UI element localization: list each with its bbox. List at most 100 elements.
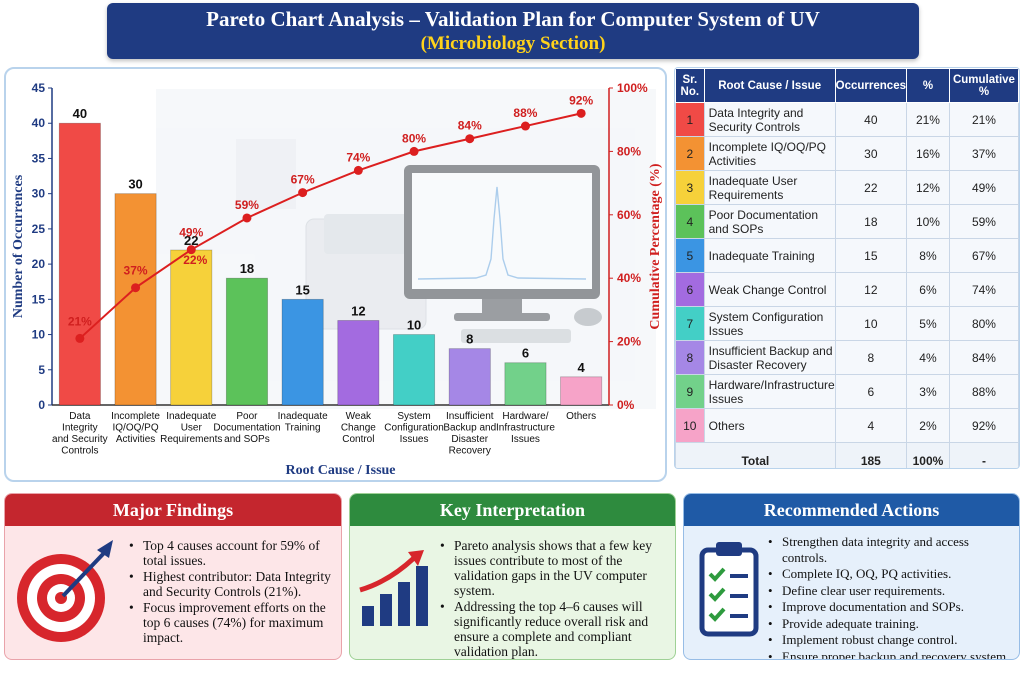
occurrences-cell: 8 — [834, 340, 908, 375]
list-item: Complete IQ, OQ, PQ activities. — [768, 566, 1016, 582]
cumulative-point — [186, 245, 196, 255]
bar-value-label: 12 — [351, 303, 365, 318]
y-tick-label: 5 — [38, 363, 45, 377]
bar-8 — [448, 348, 491, 406]
bar-value-label: 15 — [295, 282, 309, 297]
checklist-clipboard-icon — [699, 542, 759, 637]
table-total-row: Total 185 100% - — [675, 442, 1019, 468]
sr-no-cell: 6 — [675, 272, 705, 307]
occurrences-cell: 4 — [834, 408, 908, 443]
data-table-panel: Sr. No. Root Cause / Issue Occurrences % … — [674, 67, 1020, 469]
x-tick-label: Inadequate Training — [278, 411, 328, 434]
sr-no-cell: 10 — [675, 408, 705, 443]
cumulative-label: 80% — [402, 131, 426, 145]
extra-percent-label: 22% — [183, 253, 207, 267]
x-axis-title: Root Cause / Issue — [285, 463, 395, 478]
root-cause-cell: Inadequate User Requirements — [703, 170, 836, 205]
x-tick-label: Others — [566, 411, 596, 422]
bar-value-label: 8 — [466, 332, 473, 347]
bar-value-label: 30 — [128, 177, 142, 192]
y-axis-title: Number of Occurrences — [11, 174, 26, 318]
bar-7 — [393, 334, 436, 406]
table-row: 8 Insufficient Backup and Disaster Recove… — [675, 340, 1019, 375]
sr-no-cell: 3 — [675, 170, 705, 205]
y-tick-label: 45 — [32, 81, 46, 95]
bar-value-label: 18 — [240, 261, 254, 276]
bar-1 — [58, 122, 101, 406]
sr-no-cell: 1 — [675, 102, 705, 137]
percent-cell: 3% — [906, 374, 950, 409]
y2-tick-label: 80% — [617, 144, 641, 158]
total-cumulative: - — [948, 442, 1019, 468]
total-occurrences: 185 — [834, 442, 908, 468]
bar-value-label: 10 — [407, 318, 421, 333]
sr-no-cell: 5 — [675, 238, 705, 273]
occurrences-cell: 18 — [834, 204, 908, 239]
key-interpretation-title: Key Interpretation — [350, 494, 675, 526]
cumulative-point — [465, 134, 475, 144]
col-header-sr-no: Sr. No. — [675, 68, 705, 103]
y2-tick-label: 100% — [617, 81, 648, 95]
page-title: Pareto Chart Analysis – Validation Plan … — [206, 7, 820, 31]
cumulative-label: 21% — [68, 314, 92, 328]
y2-axis-title: Cumulative Percentage (%) — [648, 163, 663, 329]
pareto-chart: 0 5 10 15 20 25 30 35 40 45 0% 20% 40% 60% 80% 100% Numb… — [11, 81, 663, 478]
list-item: Pareto analysis shows that a few key iss… — [440, 538, 670, 598]
cumulative-point — [75, 333, 85, 343]
cumulative-point — [131, 283, 141, 293]
cumulative-point — [353, 165, 363, 175]
col-header-root-cause: Root Cause / Issue — [703, 68, 836, 103]
list-item: Ensure proper backup and recovery system… — [768, 649, 1016, 660]
major-findings-title: Major Findings — [5, 494, 341, 526]
y2-tick-label: 60% — [617, 208, 641, 222]
percent-cell: 6% — [906, 272, 950, 307]
percent-cell: 21% — [906, 102, 950, 137]
cumulative-point — [409, 146, 419, 156]
sr-no-cell: 2 — [675, 136, 705, 171]
cumulative-point — [520, 121, 530, 131]
y-tick-label: 40 — [32, 116, 46, 130]
cumulative-label: 92% — [569, 93, 593, 107]
y-tick-label: 10 — [32, 328, 46, 342]
x-tick-label: Weak Change Control — [341, 411, 376, 445]
y2-tick-label: 20% — [617, 335, 641, 349]
growth-chart-icon — [359, 550, 428, 626]
occurrences-cell: 6 — [834, 374, 908, 409]
major-findings-card: Major Findings Top 4 causes account for … — [4, 493, 342, 660]
list-item: Define clear user requirements. — [768, 583, 1016, 599]
cumulative-label: 37% — [124, 264, 148, 278]
root-cause-cell: Weak Change Control — [703, 272, 836, 307]
list-item: Implement robust change control. — [768, 632, 1016, 648]
total-percent: 100% — [906, 442, 950, 468]
key-interpretation-card: Key Interpretation Pareto analysis shows… — [349, 493, 676, 660]
percent-cell: 10% — [906, 204, 950, 239]
cumulative-cell: 67% — [948, 238, 1019, 273]
bar-value-label: 22 — [184, 233, 198, 248]
table-row: 6 Weak Change Control 12 6% 74% — [675, 272, 1019, 307]
key-interpretation-list: Pareto analysis shows that a few key iss… — [440, 538, 670, 659]
recommended-actions-card: Recommended Actions Strengthen data inte… — [683, 493, 1020, 660]
bar-9 — [504, 362, 547, 406]
occurrences-cell: 12 — [834, 272, 908, 307]
cumulative-label: 59% — [235, 198, 259, 212]
cumulative-cell: 59% — [948, 204, 1019, 239]
table-row: 2 Incomplete IQ/OQ/PQ Activities 30 16% 37% — [675, 136, 1019, 171]
y-tick-label: 15 — [32, 292, 46, 306]
root-cause-cell: Poor Documentation and SOPs — [703, 204, 836, 239]
col-header-percent: % — [906, 68, 950, 103]
bar-value-label: 4 — [578, 360, 586, 375]
percent-cell: 5% — [906, 306, 950, 341]
list-item: Provide adequate training. — [768, 616, 1016, 632]
cumulative-label: 49% — [179, 226, 203, 240]
recommended-actions-title: Recommended Actions — [684, 494, 1019, 526]
cumulative-point — [576, 108, 586, 118]
cumulative-cell: 80% — [948, 306, 1019, 341]
occurrences-cell: 15 — [834, 238, 908, 273]
bar-2 — [114, 193, 157, 406]
cumulative-point — [242, 213, 252, 223]
x-tick-label: Poor Documentation and SOPs — [213, 411, 280, 445]
root-cause-cell: System Configuration Issues — [703, 306, 836, 341]
list-item: Top 4 causes account for 59% of total is… — [129, 538, 335, 568]
table-row: 3 Inadequate User Requirements 22 12% 49% — [675, 170, 1019, 205]
y-tick-label: 25 — [32, 222, 46, 236]
